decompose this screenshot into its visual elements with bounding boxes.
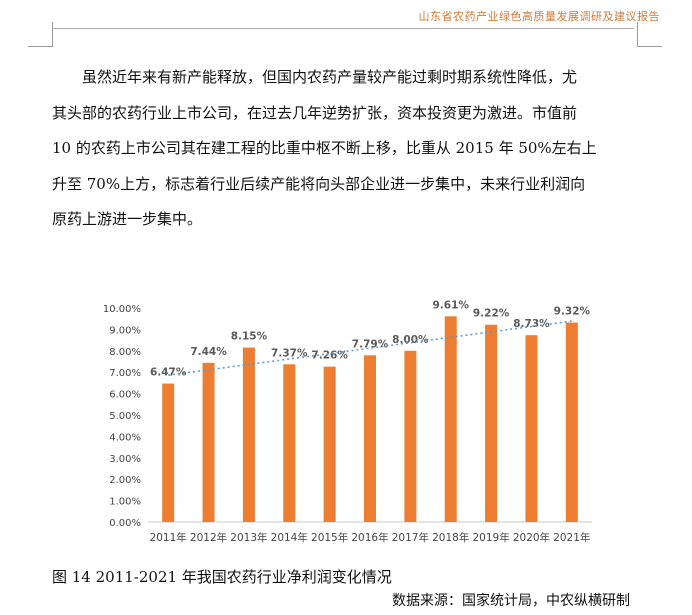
bar (283, 364, 296, 522)
data-label: 7.79% (352, 338, 389, 350)
paragraph-line: 10 的农药上市公司其在建工程的比重中枢不断上移，比重从 2015 年 50%左… (52, 139, 597, 157)
y-tick-label: 2.00% (109, 475, 141, 486)
x-tick-label: 2020年 (513, 531, 550, 544)
y-tick-label: 9.00% (109, 325, 141, 336)
running-header: 山东省农药产业绿色高质量发展调研及建议报告 (418, 10, 660, 23)
bar (525, 335, 538, 522)
data-label: 9.22% (473, 308, 510, 320)
y-tick-label: 10.00% (103, 304, 141, 315)
bar (242, 347, 255, 522)
figure-caption: 图 14 2011-2021 年我国农药行业净利润变化情况 (52, 568, 392, 586)
bar (162, 383, 175, 522)
y-tick-label: 8.00% (109, 347, 141, 358)
paragraph-line: 升至 70%上方，标志着行业后续产能将向头部企业进一步集中，未来行业利润向 (52, 174, 586, 193)
bar (485, 324, 498, 522)
paragraph-line: 原药上游进一步集中。 (52, 210, 203, 228)
data-label: 9.61% (433, 299, 470, 311)
y-tick-label: 7.00% (109, 368, 141, 379)
bar (404, 350, 417, 522)
data-label: 9.32% (554, 306, 591, 318)
body-paragraph: 虽然近年来有新产能释放，但国内农药产量较产能过剩时期系统性降低，尤 其头部的农药… (52, 60, 634, 238)
data-label: 7.37% (271, 347, 308, 359)
y-tick-label: 1.00% (109, 497, 141, 508)
x-tick-label: 2016年 (351, 531, 388, 544)
crop-mark-top-left (28, 22, 53, 47)
y-tick-label: 4.00% (109, 432, 141, 443)
paragraph-line: 其头部的农药行业上市公司，在过去几年逆势扩张，资本投资更为激进。市值前 (52, 103, 578, 122)
crop-mark-top-right (637, 22, 662, 47)
y-tick-label: 0.00% (109, 518, 141, 529)
bar (323, 366, 336, 522)
paragraph-line: 虽然近年来有新产能释放，但国内农药产量较产能过剩时期系统性降低，尤 (82, 68, 578, 86)
bar (202, 362, 215, 522)
data-label: 6.47% (150, 367, 187, 379)
data-label: 8.00% (392, 334, 429, 346)
header-rule (52, 28, 634, 29)
x-tick-label: 2011年 (150, 531, 187, 544)
y-tick-label: 3.00% (109, 454, 141, 465)
x-tick-label: 2019年 (472, 531, 509, 544)
x-tick-label: 2015年 (311, 531, 348, 544)
data-label: 7.26% (311, 350, 348, 362)
x-tick-label: 2017年 (392, 531, 429, 544)
x-tick-label: 2021年 (553, 531, 590, 544)
data-label: 7.44% (190, 346, 227, 358)
x-tick-label: 2014年 (271, 531, 308, 544)
x-tick-label: 2018年 (432, 531, 469, 544)
figure-source: 数据来源：国家统计局，中农纵横研制 (392, 593, 630, 609)
y-tick-label: 6.00% (109, 390, 141, 401)
data-label: 8.15% (231, 331, 268, 343)
x-tick-label: 2012年 (190, 531, 227, 544)
bar (444, 316, 457, 522)
bar (565, 322, 578, 522)
x-tick-label: 2013年 (230, 531, 267, 544)
bar (364, 355, 376, 522)
y-tick-label: 5.00% (109, 411, 141, 422)
data-label: 8.73% (513, 318, 550, 330)
